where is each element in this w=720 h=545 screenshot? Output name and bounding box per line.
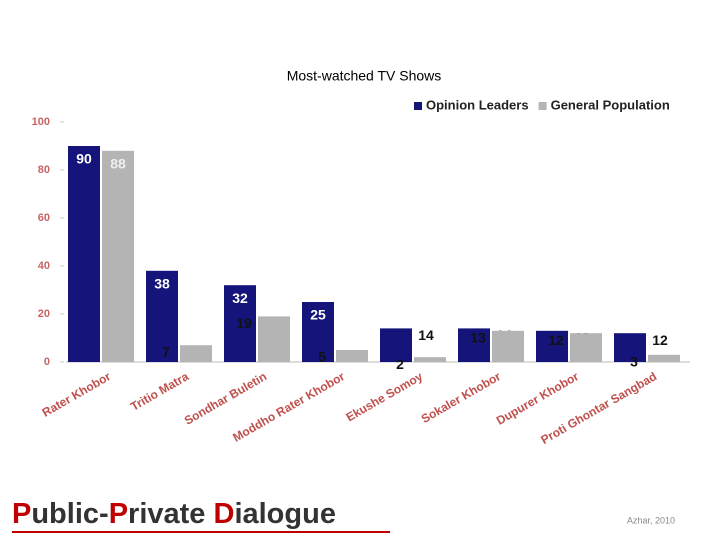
bar	[146, 270, 178, 362]
logo: Public-Private Dialogue	[12, 498, 336, 530]
y-tick-label: 60	[38, 212, 50, 224]
data-label: 88	[110, 156, 126, 172]
credit: Azhar, 2010	[627, 515, 675, 525]
data-label: 32	[232, 290, 248, 306]
x-tick-label: Rater Khobor	[40, 369, 114, 420]
y-tick-label: 40	[38, 260, 50, 272]
bar	[68, 146, 100, 362]
data-label: 38	[154, 276, 170, 292]
bar	[492, 330, 524, 362]
bar	[536, 330, 568, 362]
data-label: 25	[310, 307, 326, 323]
bar	[302, 302, 334, 362]
data-label: 13	[470, 330, 486, 346]
data-label: 12	[548, 332, 564, 348]
bar	[224, 285, 256, 362]
y-tick-label: 0	[44, 356, 50, 368]
y-tick-label: 80	[38, 164, 50, 176]
legend-swatch	[538, 102, 547, 110]
bar	[180, 345, 212, 362]
chart-title: Most-watched TV Shows	[287, 68, 442, 84]
data-label: 7	[162, 344, 170, 360]
legend-label: Opinion Leaders	[426, 97, 529, 112]
x-tick-label: Tritio Matra	[128, 369, 191, 414]
y-tick-label: 100	[32, 116, 50, 128]
data-label: 90	[76, 151, 92, 167]
logo-part: ublic-	[31, 498, 108, 530]
logo-part: D	[213, 498, 234, 530]
data-label: 19	[236, 315, 252, 331]
logo-part: P	[12, 498, 31, 530]
bar	[258, 316, 290, 362]
legend-label: General Population	[551, 97, 670, 112]
bar	[380, 328, 412, 362]
bar	[648, 354, 680, 362]
logo-part: ialogue	[234, 498, 336, 530]
logo-part: P	[109, 498, 128, 530]
bar	[570, 333, 602, 362]
bar	[336, 350, 368, 362]
bar	[458, 328, 490, 362]
data-label: 14	[418, 327, 434, 343]
x-tick-label: Ekushe Somoy	[344, 369, 426, 424]
x-tick-label: Sokaler Khobor	[419, 369, 504, 426]
data-label: 5	[318, 349, 326, 365]
y-tick-label: 20	[38, 308, 50, 320]
bar	[614, 333, 646, 362]
data-label: 12	[652, 332, 668, 348]
data-label: 3	[630, 354, 638, 370]
logo-part: rivate	[128, 498, 213, 530]
bar	[102, 150, 134, 362]
bar	[414, 357, 446, 362]
data-label: 2	[396, 356, 404, 372]
legend-swatch	[414, 102, 422, 110]
